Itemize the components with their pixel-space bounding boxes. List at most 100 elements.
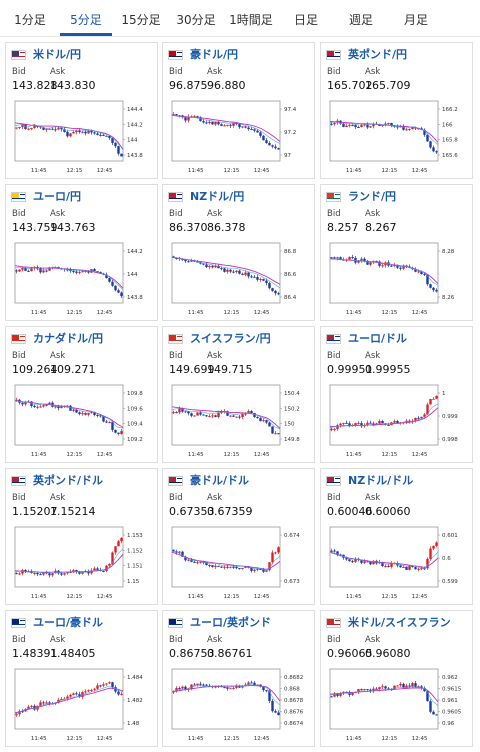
candle-body (42, 270, 45, 273)
y-tick-label: 150.2 (284, 406, 300, 412)
y-tick-label: 109.2 (127, 437, 143, 443)
x-tick-label: 11:45 (31, 736, 47, 742)
x-tick-label: 12:15 (381, 310, 397, 316)
candle-body (24, 570, 27, 572)
candle-body (187, 559, 190, 561)
short-average-line (171, 256, 281, 289)
x-tick-label: 12:15 (66, 452, 82, 458)
rate-card[interactable]: NZドル/ドル Bid Ask 0.60046 0.60060 0.601 0.6 0.599… (320, 468, 473, 605)
candle-body (78, 412, 81, 415)
chart-frame (171, 668, 281, 730)
candle-body (60, 405, 63, 409)
rate-card[interactable]: ユーロ/ドル Bid Ask 0.99951 0.99955 1 0.999 0.998 11:… (320, 326, 473, 463)
pair-name-link[interactable]: スイスフラン/円 (190, 332, 271, 345)
candle-body (66, 696, 69, 699)
pair-name-link[interactable]: ランド/円 (348, 190, 397, 203)
rate-chart: 166.2 166 165.8 165.6 11:45 12:15 12:45 (329, 100, 458, 174)
candle-body (15, 127, 18, 129)
candle-body (420, 568, 423, 570)
rate-card[interactable]: スイスフラン/円 Bid Ask 149.699 149.715 150.4 150.2 15… (162, 326, 315, 463)
candle-body (354, 125, 357, 127)
candle-body (193, 116, 196, 118)
tab-5[interactable]: 日足 (293, 13, 318, 27)
candle-body (417, 568, 420, 570)
candle-body (226, 411, 229, 416)
rate-card[interactable]: 英ポンド/円 Bid Ask 165.702 165.709 166.2 166 165.8 1… (320, 42, 473, 179)
candle-body (348, 559, 351, 562)
candle-body (247, 410, 250, 414)
ask-value: 0.86761 (207, 647, 253, 660)
candle-body (51, 573, 54, 576)
candle-body (366, 689, 369, 691)
candle-body (81, 692, 84, 697)
x-tick-label: 12:15 (66, 736, 82, 742)
pair-name-link[interactable]: 豪ドル/ドル (190, 474, 250, 487)
candle-body (36, 572, 39, 575)
candle-body (114, 429, 117, 433)
candle-body (241, 414, 244, 418)
candle-body (339, 693, 342, 696)
rate-card[interactable]: 豪ドル/ドル Bid Ask 0.67353 0.67359 0.674 0.673 11:4… (162, 468, 315, 605)
rate-card[interactable]: 米ドル/円 Bid Ask 143.828 143.830 144.4 144.2 144 14… (5, 42, 158, 179)
candle-body (15, 399, 18, 401)
candle-body (184, 259, 187, 262)
y-tick-label: 149.8 (284, 437, 300, 443)
ask-value: 143.830 (50, 79, 96, 92)
y-tick-label: 86.4 (284, 295, 297, 301)
pair-name-link[interactable]: カナダドル/円 (33, 332, 104, 345)
rate-card[interactable]: 豪ドル/円 Bid Ask 96.875 96.880 97.4 97.2 97 11:45 12… (162, 42, 315, 179)
tab-7[interactable]: 月足 (403, 13, 428, 27)
rate-card[interactable]: ユーロ/円 Bid Ask 143.759 143.763 144.2 144 143.8 11… (5, 184, 158, 321)
candle-body (235, 270, 238, 273)
tab-4[interactable]: 1時間足 (229, 13, 273, 27)
rate-card[interactable]: 米ドル/スイスフラン Bid Ask 0.96065 0.96080 0.962 0.961… (320, 610, 473, 747)
pair-name-link[interactable]: NZドル/ドル (348, 474, 414, 487)
pair-name-link[interactable]: 英ポンド/ドル (33, 474, 104, 487)
pair-name-link[interactable]: 米ドル/円 (33, 48, 82, 61)
candle-body (408, 685, 411, 687)
pair-name-link[interactable]: NZドル/円 (190, 190, 245, 203)
candle-body (396, 685, 399, 687)
candle-body (81, 271, 84, 273)
pair-name-link[interactable]: 米ドル/スイスフラン (348, 616, 451, 629)
rate-card[interactable]: NZドル/円 Bid Ask 86.370 86.378 86.8 86.6 86.4 11:4… (162, 184, 315, 321)
tab-0[interactable]: 1分足 (14, 13, 46, 27)
candle-body (196, 683, 199, 685)
candle-body (87, 412, 90, 415)
rate-card[interactable]: カナダドル/円 Bid Ask 109.264 109.271 109.8 109.6 109… (5, 326, 158, 463)
pair-name-link[interactable]: ユーロ/英ポンド (190, 616, 272, 629)
chart-frame (171, 526, 281, 588)
tab-3[interactable]: 30分足 (176, 13, 216, 27)
candle-body (105, 565, 108, 572)
pair-name-link[interactable]: 豪ドル/円 (190, 48, 239, 61)
candle-body (277, 293, 280, 295)
candle-body (96, 568, 99, 570)
tab-2[interactable]: 15分足 (121, 13, 161, 27)
short-average-line (329, 551, 439, 569)
ask-value: 0.99955 (365, 363, 411, 376)
tab-6[interactable]: 週足 (348, 13, 373, 27)
pair-name-link[interactable]: ユーロ/円 (33, 190, 82, 203)
pair-name-link[interactable]: 英ポンド/円 (348, 48, 408, 61)
x-tick-label: 12:15 (381, 736, 397, 742)
candle-body (333, 122, 336, 125)
candle-body (87, 130, 90, 134)
candle-body (48, 573, 51, 576)
candle-body (48, 128, 51, 130)
candle-body (408, 129, 411, 131)
candle-body (399, 267, 402, 269)
candle-body (354, 558, 357, 562)
candle-body (181, 686, 184, 689)
tab-1[interactable]: 5分足 (60, 0, 112, 36)
rate-card[interactable]: ユーロ/英ポンド Bid Ask 0.86753 0.86761 0.8682 0.868 0… (162, 610, 315, 747)
candle-body (72, 271, 75, 273)
short-average-line (329, 257, 439, 286)
rate-card[interactable]: 英ポンド/ドル Bid Ask 1.15207 1.15214 1.153 1.152 1.1… (5, 468, 158, 605)
candle-body (75, 130, 78, 133)
pair-name-link[interactable]: ユーロ/豪ドル (33, 616, 104, 629)
y-tick-label: 0.998 (442, 437, 458, 443)
pair-name-link[interactable]: ユーロ/ドル (348, 332, 408, 345)
rate-card[interactable]: ユーロ/豪ドル Bid Ask 1.48391 1.48405 1.484 1.482 1.4… (5, 610, 158, 747)
rate-card[interactable]: ランド/円 Bid Ask 8.257 8.267 8.28 8.26 11:45 12:15 1… (320, 184, 473, 321)
x-tick-label: 12:45 (97, 452, 113, 458)
